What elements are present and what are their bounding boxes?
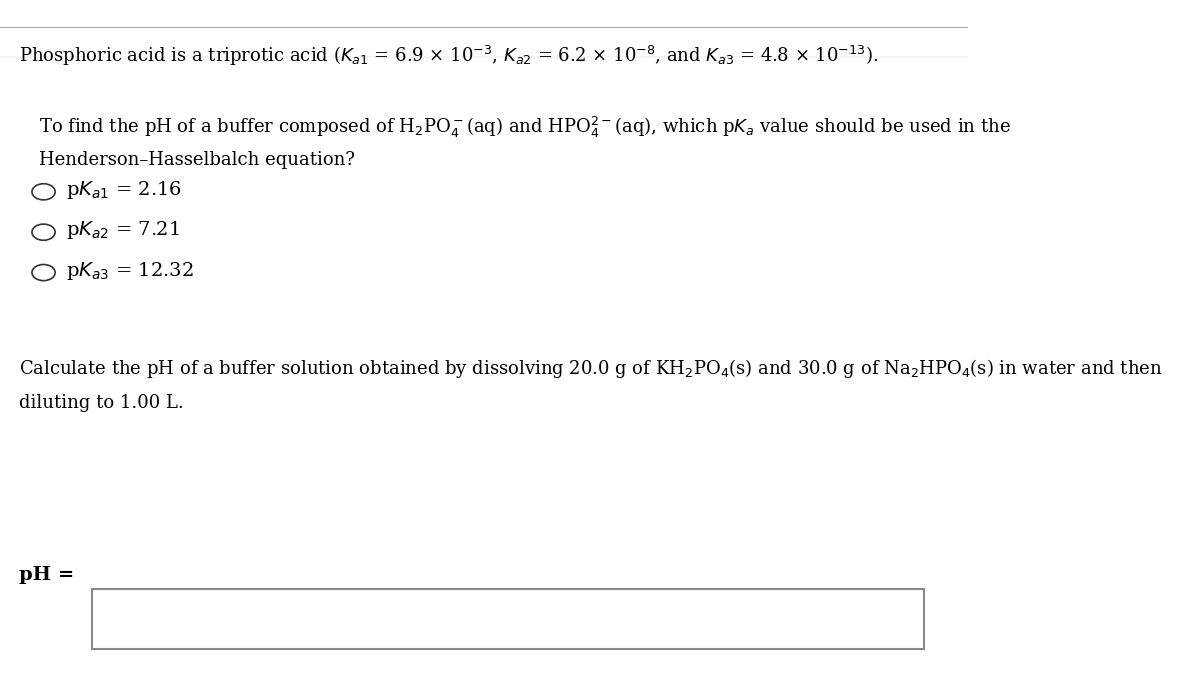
Text: diluting to 1.00 L.: diluting to 1.00 L. (19, 394, 184, 412)
Text: pH =: pH = (19, 567, 74, 584)
FancyBboxPatch shape (92, 589, 924, 649)
Text: To find the pH of a buffer composed of H$_2$PO$_4^-$(aq) and HPO$_4^{2-}$(aq), w: To find the pH of a buffer composed of H… (38, 114, 1010, 139)
Text: p$K_{a3}$ = 12.32: p$K_{a3}$ = 12.32 (66, 260, 193, 281)
Text: Calculate the pH of a buffer solution obtained by dissolving 20.0 g of KH$_2$PO$: Calculate the pH of a buffer solution ob… (19, 357, 1163, 380)
Text: p$K_{a1}$ = 2.16: p$K_{a1}$ = 2.16 (66, 179, 181, 201)
Text: p$K_{a2}$ = 7.21: p$K_{a2}$ = 7.21 (66, 219, 180, 241)
Text: Phosphoric acid is a triprotic acid ($K_{a1}$ = 6.9 × 10$^{-3}$, $K_{a2}$ = 6.2 : Phosphoric acid is a triprotic acid ($K_… (19, 44, 878, 68)
Text: Henderson–Hasselbalch equation?: Henderson–Hasselbalch equation? (38, 151, 355, 170)
